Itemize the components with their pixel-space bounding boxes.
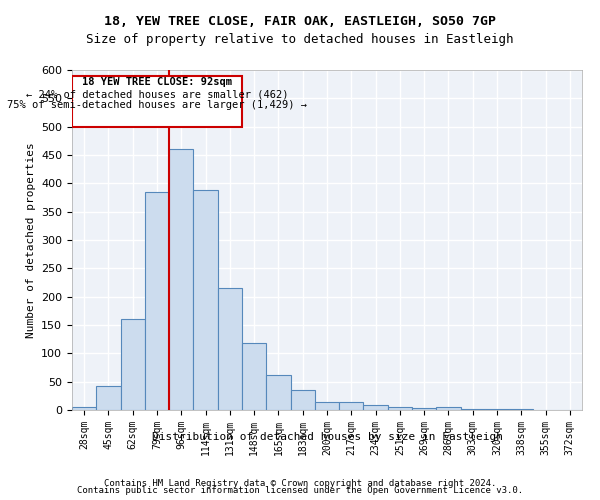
Bar xyxy=(169,150,193,410)
Bar xyxy=(266,375,290,410)
Text: 18, YEW TREE CLOSE, FAIR OAK, EASTLEIGH, SO50 7GP: 18, YEW TREE CLOSE, FAIR OAK, EASTLEIGH,… xyxy=(104,15,496,28)
Text: Contains public sector information licensed under the Open Government Licence v3: Contains public sector information licen… xyxy=(77,486,523,495)
Bar xyxy=(290,390,315,410)
Y-axis label: Number of detached properties: Number of detached properties xyxy=(26,142,35,338)
Bar xyxy=(388,407,412,410)
Bar xyxy=(72,407,96,410)
Bar xyxy=(145,192,169,410)
Bar xyxy=(364,406,388,410)
FancyBboxPatch shape xyxy=(72,76,242,126)
Bar xyxy=(242,343,266,410)
Text: 18 YEW TREE CLOSE: 92sqm: 18 YEW TREE CLOSE: 92sqm xyxy=(82,78,232,88)
Bar xyxy=(193,190,218,410)
Text: 75% of semi-detached houses are larger (1,429) →: 75% of semi-detached houses are larger (… xyxy=(7,100,307,110)
Bar xyxy=(339,402,364,410)
Bar xyxy=(412,408,436,410)
Bar xyxy=(121,320,145,410)
Text: ← 24% of detached houses are smaller (462): ← 24% of detached houses are smaller (46… xyxy=(26,90,288,100)
Text: Contains HM Land Registry data © Crown copyright and database right 2024.: Contains HM Land Registry data © Crown c… xyxy=(104,478,496,488)
Bar xyxy=(218,288,242,410)
Text: Distribution of detached houses by size in Eastleigh: Distribution of detached houses by size … xyxy=(151,432,503,442)
Bar xyxy=(96,386,121,410)
Text: Size of property relative to detached houses in Eastleigh: Size of property relative to detached ho… xyxy=(86,32,514,46)
Bar xyxy=(315,402,339,410)
Bar xyxy=(436,407,461,410)
Bar xyxy=(461,409,485,410)
